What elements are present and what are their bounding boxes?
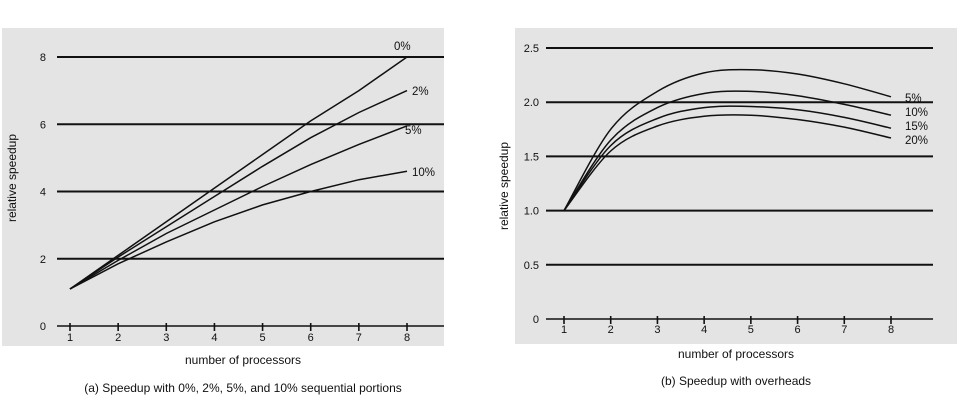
chart-a-xtick-label: 3 <box>163 332 169 344</box>
chart-a-series-label: 10% <box>412 167 435 179</box>
chart-a-series-label: 0% <box>394 41 411 53</box>
chart-a-series-label: 5% <box>405 125 422 137</box>
chart-b-ytick-label: 0.5 <box>524 260 539 272</box>
chart-a-ytick-label: 0 <box>40 321 46 333</box>
chart-b-series-label: 15% <box>905 121 928 133</box>
chart-b-xtick-label: 7 <box>841 324 847 336</box>
chart-a-ytick-label: 2 <box>40 254 46 266</box>
chart-b-xtick-label: 3 <box>654 324 660 336</box>
chart-a-series-line <box>69 125 408 290</box>
chart-a-xtick-label: 1 <box>67 332 73 344</box>
chart-a-caption: (a) Speedup with 0%, 2%, 5%, and 10% seq… <box>84 381 402 395</box>
chart-a-ytick-label: 6 <box>40 119 46 131</box>
chart-a-xtick-label: 8 <box>404 332 410 344</box>
chart-b-series-line <box>563 114 892 212</box>
chart-b-speedup-overheads: 0 0.5 1.0 1.5 2.0 2.5 1 2 3 4 5 6 7 8 5% 10% 15% 20% num… <box>497 28 957 388</box>
chart-b-xlabel: number of processors <box>678 347 794 361</box>
chart-b-xtick-label: 1 <box>561 324 567 336</box>
chart-a-series-line <box>69 56 408 290</box>
chart-a-xlabel: number of processors <box>185 353 301 367</box>
chart-b-ytick-label: 1.0 <box>524 206 539 218</box>
chart-b-ylabel: relative speedup <box>497 142 511 230</box>
chart-b-ytick-label: 2.5 <box>524 43 539 55</box>
chart-b-caption: (b) Speedup with overheads <box>661 374 811 388</box>
chart-b-xtick-label: 2 <box>608 324 614 336</box>
chart-a-xtick-label: 7 <box>356 332 362 344</box>
chart-a-ylabel: relative speedup <box>5 134 19 222</box>
chart-a-ytick-label: 4 <box>40 187 46 199</box>
chart-a-series-label: 2% <box>412 86 429 98</box>
chart-b-xtick-label: 8 <box>888 324 894 336</box>
chart-a-ytick-label: 8 <box>40 52 46 64</box>
chart-a-xtick-label: 6 <box>308 332 314 344</box>
chart-b-series-line <box>563 68 892 211</box>
chart-a-xtick-label: 4 <box>211 332 217 344</box>
chart-b-series-line <box>563 105 892 212</box>
chart-a-background <box>2 28 444 346</box>
chart-a-series-line <box>69 170 408 290</box>
chart-b-ytick-label: 1.5 <box>524 151 539 163</box>
chart-b-xtick-label: 6 <box>795 324 801 336</box>
chart-a-xtick-label: 2 <box>115 332 121 344</box>
chart-b-series-line <box>563 90 892 212</box>
chart-b-ytick-label: 2.0 <box>524 97 539 109</box>
chart-b-xtick-label: 4 <box>701 324 707 336</box>
chart-b-background <box>515 28 957 344</box>
chart-b-series-label: 10% <box>905 107 928 119</box>
chart-b-xtick-label: 5 <box>748 324 754 336</box>
chart-a-xtick-label: 5 <box>260 332 266 344</box>
chart-b-series-label: 20% <box>905 135 928 147</box>
chart-a-series-line <box>69 89 408 290</box>
chart-b-ytick-label: 0 <box>533 314 539 326</box>
chart-b-series-label: 5% <box>905 93 922 105</box>
chart-a-speedup-sequential: 0 2 4 6 8 1 2 3 4 5 6 7 8 0% 2% 5% 10% number of proces… <box>2 28 444 395</box>
